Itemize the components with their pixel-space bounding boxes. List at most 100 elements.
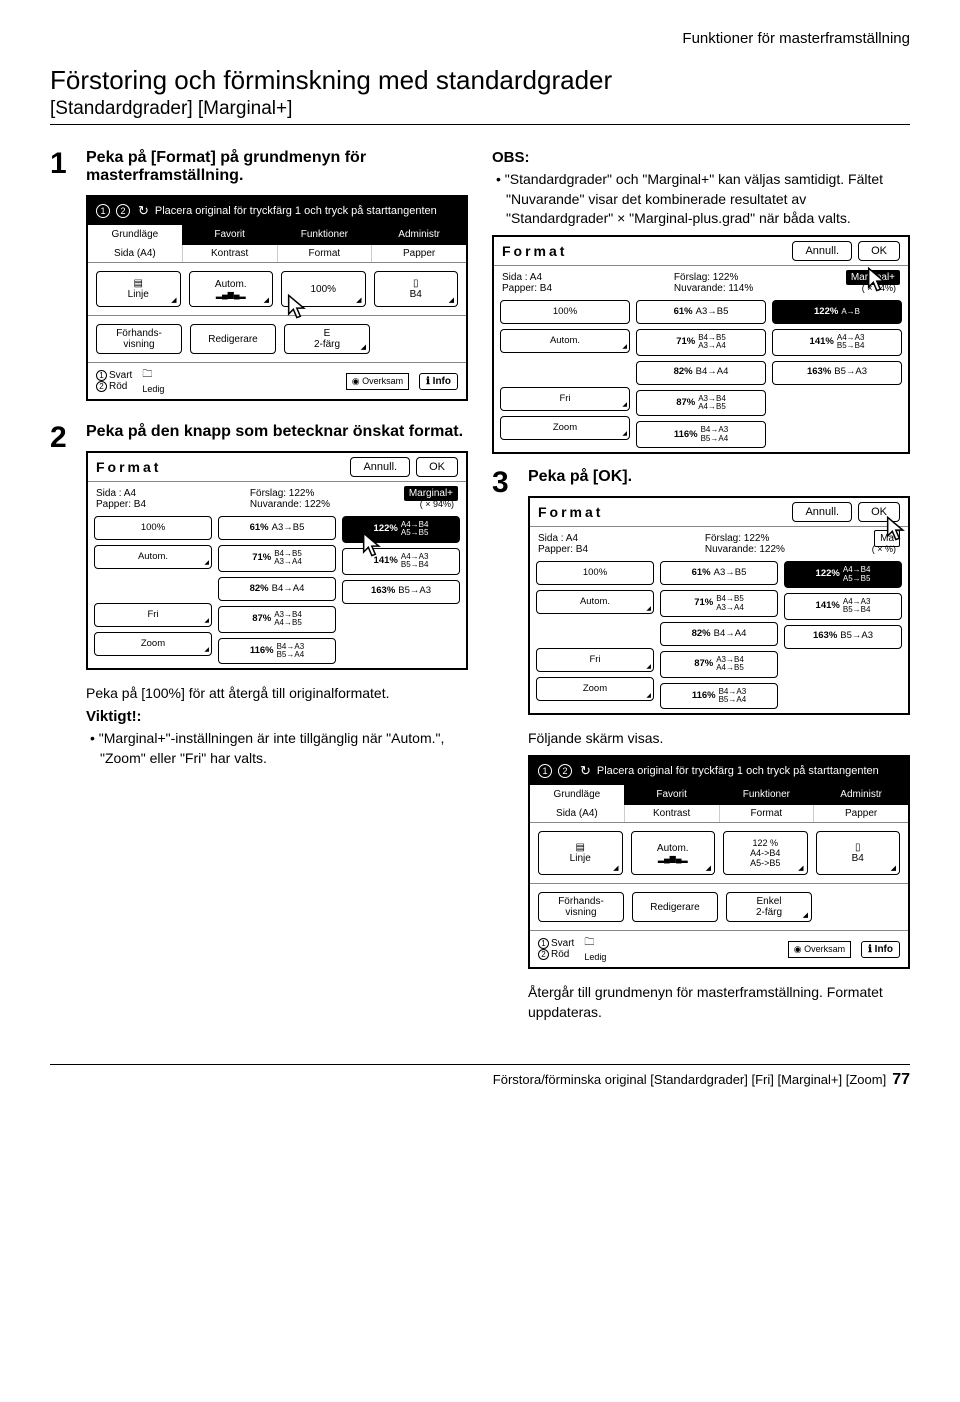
opt-82[interactable]: 82%B4→A4	[660, 622, 778, 646]
tab-grundlage[interactable]: Grundläge	[530, 785, 625, 805]
opt-61[interactable]: 61%A3→B5	[218, 516, 336, 540]
obs-text: "Standardgrader" och "Marginal+" kan väl…	[492, 170, 910, 229]
status-bar: 1Svart 2Röd 🗀Ledig ◉ Overksam ℹ Info	[88, 362, 466, 399]
opt-163[interactable]: 163%B5→A3	[342, 580, 460, 604]
dialog-title: Format	[502, 243, 786, 259]
linje-button[interactable]: ▤Linje◢	[538, 831, 623, 875]
opt-82[interactable]: 82%B4→A4	[218, 577, 336, 601]
status-bar: 1Svart 2Röd 🗀Ledig ◉ Overksam ℹ Info	[530, 930, 908, 967]
opt-zoom[interactable]: Zoom◢	[500, 416, 630, 440]
forhands-button[interactable]: Förhands- visning	[96, 324, 182, 354]
info-button[interactable]: ℹ Info	[419, 373, 458, 390]
color-1-icon: 1	[96, 204, 110, 218]
page-title: Förstoring och förminskning med standard…	[50, 65, 910, 96]
opt-87[interactable]: 87%A3→B4 A4→B5	[636, 390, 766, 417]
annull-button[interactable]: Annull.	[792, 241, 852, 261]
overksam-button[interactable]: ◉ Overksam	[788, 941, 851, 958]
opt-163[interactable]: 163%B5→A3	[772, 361, 902, 385]
redigerare-button[interactable]: Redigerare	[190, 324, 276, 354]
opt-61[interactable]: 61%A3→B5	[660, 561, 778, 585]
banner: 1 2 ↻ Placera original för tryckfärg 1 o…	[530, 757, 908, 785]
tab-favorit[interactable]: Favorit	[625, 785, 720, 805]
forhands-button[interactable]: Förhands- visning	[538, 892, 624, 922]
viktigt-title: Viktigt!:	[86, 708, 468, 725]
nuvarande-label: Nuvarande: 122%	[250, 499, 404, 510]
opt-71[interactable]: 71%B4→B5 A3→A4	[660, 590, 778, 617]
step-text: Peka på den knapp som betecknar önskat f…	[86, 423, 468, 441]
opt-71[interactable]: 71%B4→B5 A3→A4	[636, 329, 766, 356]
head-papper: Papper	[814, 805, 908, 822]
opt-autom[interactable]: Autom.◢	[536, 590, 654, 614]
format-dialog: Format Annull. OK Sida : A4 Papper: B4 F…	[492, 235, 910, 454]
paper-button[interactable]: ▯B4◢	[374, 271, 459, 307]
head-kontrast: Kontrast	[625, 805, 720, 822]
opt-100[interactable]: 100%	[536, 561, 654, 585]
annull-button[interactable]: Annull.	[792, 502, 852, 522]
papper-label: Papper: B4	[538, 544, 705, 555]
page-footer: Förstora/förminska original [Standardgra…	[50, 1064, 910, 1089]
opt-116[interactable]: 116%B4→A3 B5→A4	[636, 421, 766, 448]
color-2-icon: 2	[116, 204, 130, 218]
opt-autom[interactable]: Autom.◢	[500, 329, 630, 353]
opt-141[interactable]: 141%A4→A3 B5→B4	[772, 329, 902, 356]
autom-button[interactable]: Autom.▂▄▆▄▂◢	[631, 831, 716, 875]
dialog-title: Format	[538, 504, 786, 520]
format-button[interactable]: 122 % A4->B4 A5->B5◢	[723, 831, 808, 875]
tab-grundlage[interactable]: Grundläge	[88, 225, 183, 245]
tvafarg-button[interactable]: E 2-färg◢	[284, 324, 370, 354]
nuvarande-label: Nuvarande: 122%	[705, 544, 872, 555]
forslag-label: Förslag: 122%	[705, 533, 872, 544]
nuvarande-label: Nuvarande: 114%	[674, 283, 846, 294]
opt-87[interactable]: 87%A3→B4 A4→B5	[218, 606, 336, 633]
opt-87[interactable]: 87%A3→B4 A4→B5	[660, 651, 778, 678]
head-sida: Sida (A4)	[530, 805, 625, 822]
annull-button[interactable]: Annull.	[350, 457, 410, 477]
step-number: 1	[50, 149, 76, 415]
opt-61[interactable]: 61%A3→B5	[636, 300, 766, 324]
tvafarg-button[interactable]: Enkel 2-färg◢	[726, 892, 812, 922]
dialog-title: Format	[96, 459, 344, 475]
tab-funktioner[interactable]: Funktioner	[278, 225, 373, 245]
opt-163[interactable]: 163%B5→A3	[784, 625, 902, 649]
opt-122[interactable]: 122%A4→B4 A5→B5	[784, 561, 902, 588]
format-button[interactable]: 100%◢	[281, 271, 366, 307]
info-button[interactable]: ℹ Info	[861, 941, 900, 958]
head-papper: Papper	[372, 245, 466, 262]
autom-button[interactable]: Autom.▂▄▆▄▂◢	[189, 271, 274, 307]
tab-administr[interactable]: Administr	[814, 785, 908, 805]
opt-zoom[interactable]: Zoom◢	[94, 632, 212, 656]
color-2-icon: 2	[558, 764, 572, 778]
note-after-3b: Återgår till grundmenyn för masterframst…	[528, 983, 910, 1022]
overksam-button[interactable]: ◉ Overksam	[346, 373, 409, 390]
redigerare-button[interactable]: Redigerare	[632, 892, 718, 922]
opt-fri[interactable]: Fri◢	[94, 603, 212, 627]
opt-zoom[interactable]: Zoom◢	[536, 677, 654, 701]
opt-autom[interactable]: Autom.◢	[94, 545, 212, 569]
opt-116[interactable]: 116%B4→A3 B5→A4	[660, 683, 778, 710]
tab-favorit[interactable]: Favorit	[183, 225, 278, 245]
opt-71[interactable]: 71%B4→B5 A3→A4	[218, 545, 336, 572]
opt-fri[interactable]: Fri◢	[536, 648, 654, 672]
note-after-2: Peka på [100%] för att återgå till origi…	[86, 684, 468, 704]
step-text: Peka på [Format] på grundmenyn för maste…	[86, 149, 468, 185]
step-number: 3	[492, 468, 518, 1026]
tab-administr[interactable]: Administr	[372, 225, 466, 245]
tab-funktioner[interactable]: Funktioner	[720, 785, 815, 805]
opt-fri[interactable]: Fri◢	[500, 387, 630, 411]
opt-100[interactable]: 100%	[500, 300, 630, 324]
opt-122[interactable]: 122%A4→B4 A5→B5	[342, 516, 460, 543]
opt-100[interactable]: 100%	[94, 516, 212, 540]
opt-116[interactable]: 116%B4→A3 B5→A4	[218, 638, 336, 665]
opt-141[interactable]: 141%A4→A3 B5→B4	[784, 593, 902, 620]
opt-82[interactable]: 82%B4→A4	[636, 361, 766, 385]
linje-button[interactable]: ▤Linje◢	[96, 271, 181, 307]
paper-button[interactable]: ▯B4◢	[816, 831, 901, 875]
ok-button[interactable]: OK	[858, 502, 900, 522]
forslag-label: Förslag: 122%	[674, 272, 846, 283]
opt-122[interactable]: 122%A→B	[772, 300, 902, 324]
head-kontrast: Kontrast	[183, 245, 278, 262]
banner: 1 2 ↻ Placera original för tryckfärg 1 o…	[88, 197, 466, 225]
ok-button[interactable]: OK	[858, 241, 900, 261]
ok-button[interactable]: OK	[416, 457, 458, 477]
opt-141[interactable]: 141%A4→A3 B5→B4	[342, 548, 460, 575]
